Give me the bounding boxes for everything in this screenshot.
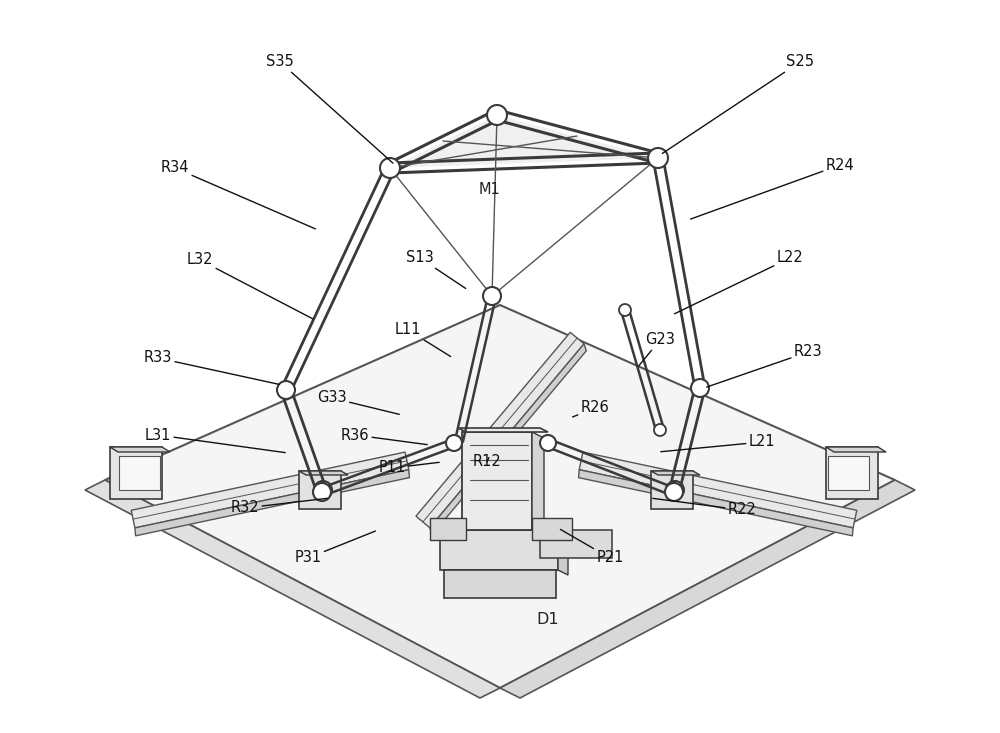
Text: S25: S25 bbox=[662, 54, 814, 153]
Polygon shape bbox=[85, 480, 500, 698]
Polygon shape bbox=[430, 518, 466, 540]
Circle shape bbox=[619, 304, 631, 316]
Text: G33: G33 bbox=[317, 391, 399, 414]
Text: S35: S35 bbox=[266, 54, 393, 163]
Circle shape bbox=[313, 483, 331, 501]
Polygon shape bbox=[579, 452, 857, 528]
Polygon shape bbox=[110, 447, 162, 499]
Text: R24: R24 bbox=[691, 158, 854, 219]
Circle shape bbox=[691, 379, 709, 397]
Text: L22: L22 bbox=[675, 251, 803, 314]
Text: L32: L32 bbox=[187, 252, 313, 319]
Circle shape bbox=[648, 148, 668, 168]
Text: R26: R26 bbox=[573, 400, 609, 417]
Polygon shape bbox=[299, 471, 341, 509]
Circle shape bbox=[314, 481, 332, 499]
Polygon shape bbox=[135, 470, 409, 536]
Text: R32: R32 bbox=[231, 498, 327, 515]
Polygon shape bbox=[440, 530, 558, 570]
Polygon shape bbox=[500, 480, 915, 698]
Text: P21: P21 bbox=[560, 529, 624, 565]
Circle shape bbox=[380, 158, 400, 178]
Circle shape bbox=[654, 424, 666, 436]
Text: R36: R36 bbox=[341, 427, 427, 445]
Text: P31: P31 bbox=[294, 531, 375, 565]
Circle shape bbox=[665, 483, 683, 501]
Text: R34: R34 bbox=[161, 161, 315, 229]
Text: P11: P11 bbox=[378, 460, 439, 476]
Polygon shape bbox=[651, 471, 693, 509]
Text: D1: D1 bbox=[537, 613, 559, 627]
Circle shape bbox=[540, 435, 556, 451]
Polygon shape bbox=[390, 115, 658, 168]
Text: R23: R23 bbox=[707, 345, 822, 387]
Polygon shape bbox=[826, 447, 878, 499]
Circle shape bbox=[446, 435, 462, 451]
Polygon shape bbox=[651, 471, 700, 475]
Text: R33: R33 bbox=[144, 350, 279, 384]
Circle shape bbox=[483, 287, 501, 305]
Polygon shape bbox=[462, 432, 532, 530]
Text: R22: R22 bbox=[653, 498, 756, 517]
Polygon shape bbox=[416, 332, 584, 528]
Polygon shape bbox=[826, 447, 886, 452]
Circle shape bbox=[487, 105, 507, 125]
Polygon shape bbox=[558, 530, 568, 575]
Polygon shape bbox=[299, 471, 348, 475]
Polygon shape bbox=[540, 530, 612, 558]
Text: L21: L21 bbox=[661, 435, 775, 452]
Polygon shape bbox=[119, 456, 160, 490]
Text: G23: G23 bbox=[639, 333, 675, 366]
Text: R12: R12 bbox=[473, 454, 501, 470]
Polygon shape bbox=[430, 344, 586, 534]
Polygon shape bbox=[579, 470, 853, 536]
Polygon shape bbox=[458, 428, 548, 432]
Text: S13: S13 bbox=[406, 251, 466, 289]
Text: M1: M1 bbox=[479, 183, 501, 197]
Polygon shape bbox=[532, 518, 572, 540]
Text: L11: L11 bbox=[395, 323, 451, 356]
Polygon shape bbox=[444, 570, 556, 598]
Polygon shape bbox=[532, 432, 544, 536]
Circle shape bbox=[666, 481, 684, 499]
Polygon shape bbox=[105, 305, 895, 688]
Polygon shape bbox=[131, 452, 409, 528]
Polygon shape bbox=[828, 456, 869, 490]
Circle shape bbox=[277, 381, 295, 399]
Text: L31: L31 bbox=[145, 427, 285, 452]
Polygon shape bbox=[110, 447, 170, 452]
